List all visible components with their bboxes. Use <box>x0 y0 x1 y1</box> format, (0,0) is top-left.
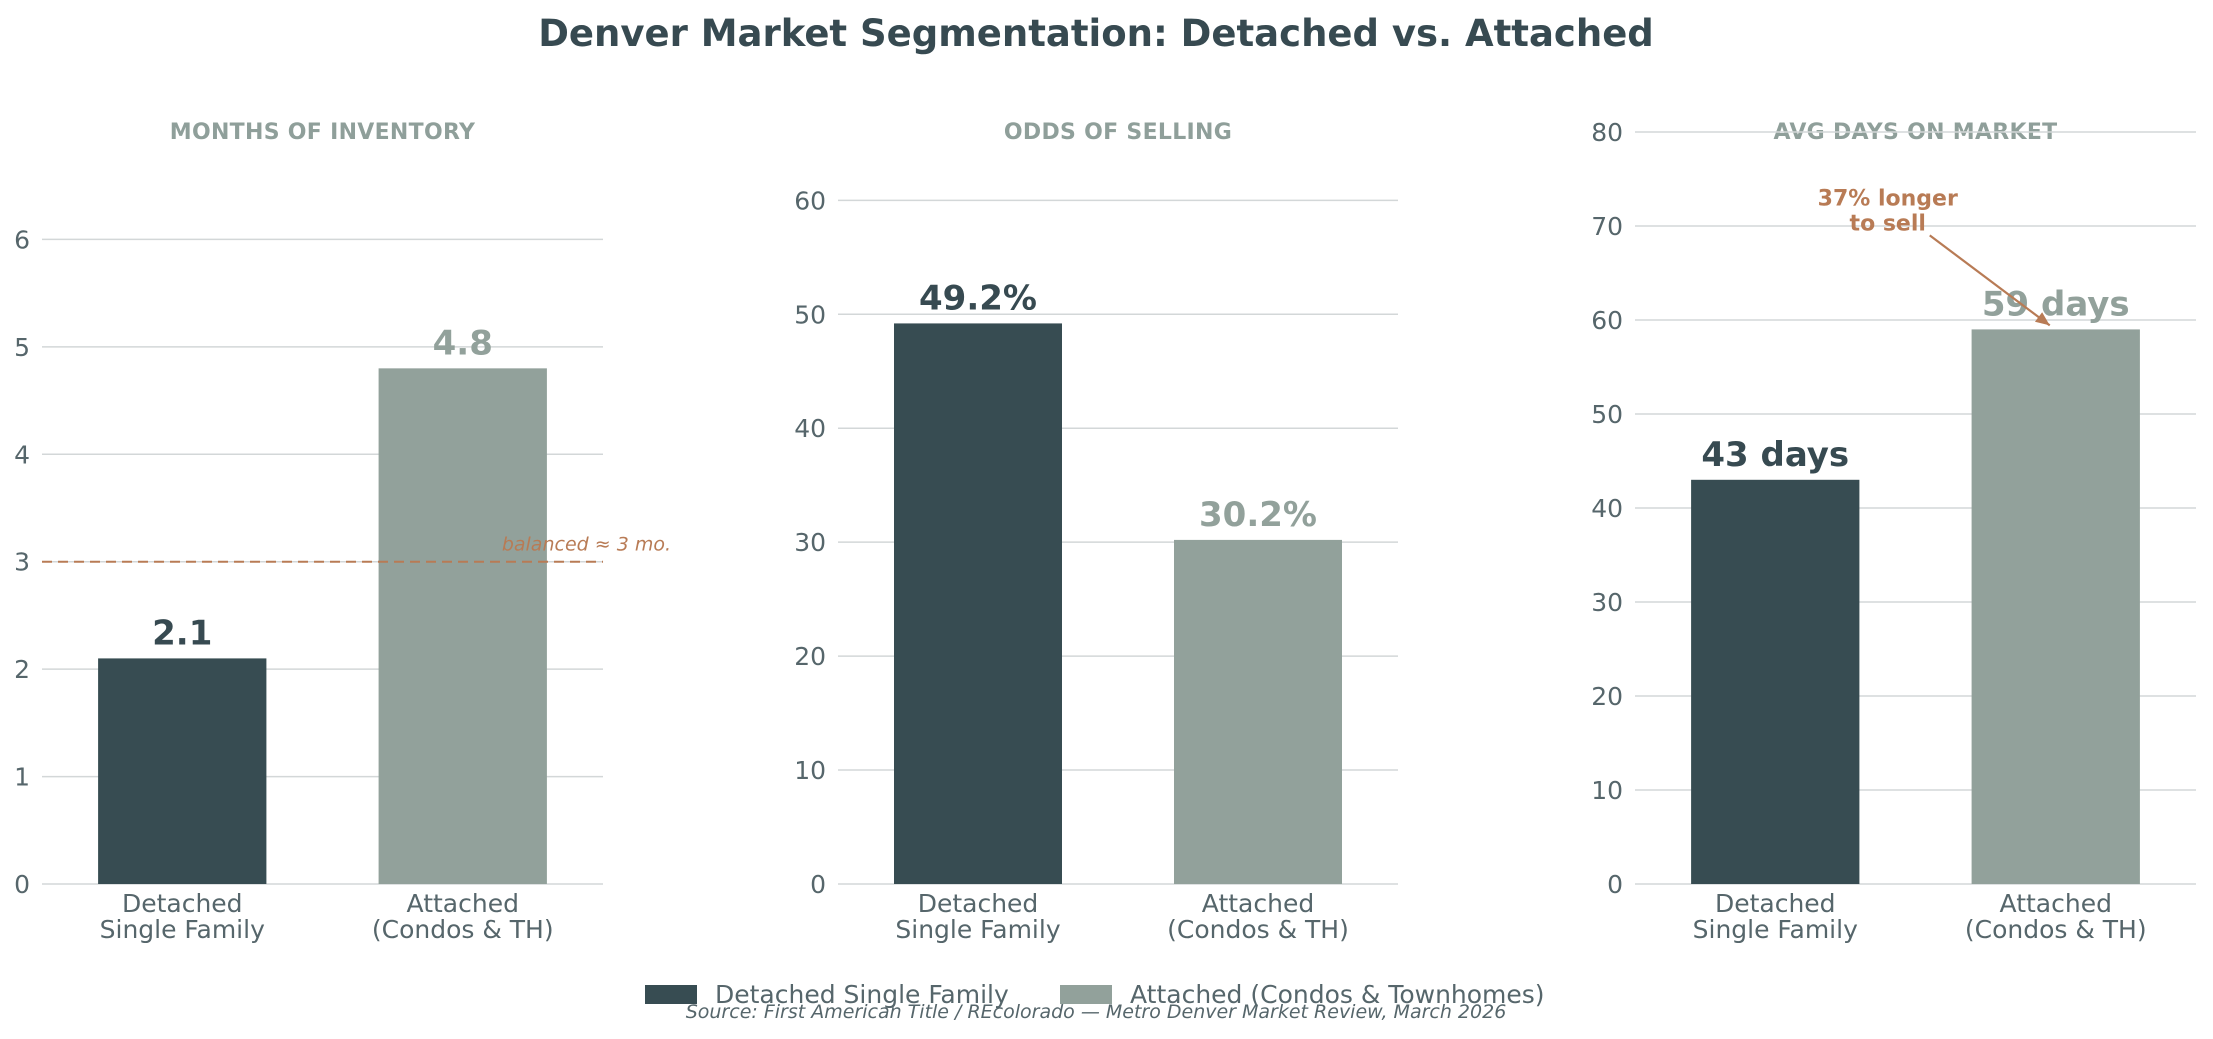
panel-odds-of-selling: ODDS OF SELLING 0 10 20 30 40 50 60 49.2% Detache… <box>794 120 1398 944</box>
category-label: Detached Single Family <box>895 889 1060 944</box>
figure-title: Denver Market Segmentation: Detached vs.… <box>538 12 1654 55</box>
category-label: Attached (Condos & TH) <box>1965 889 2147 944</box>
y-tick-label: 4 <box>14 440 30 469</box>
y-tick-label: 0 <box>810 870 826 899</box>
y-tick-label: 1 <box>14 763 30 792</box>
y-tick-label: 60 <box>794 186 826 215</box>
y-tick-label: 50 <box>794 300 826 329</box>
bar <box>98 658 267 884</box>
value-label: 4.8 <box>433 323 493 363</box>
annotation-arrowhead <box>2034 312 2050 326</box>
legend-swatch-detached <box>645 985 697 1004</box>
bar <box>1691 479 1860 884</box>
category-label: Detached Single Family <box>100 889 265 944</box>
legend-label-detached: Detached Single Family <box>715 980 1009 1009</box>
panel-title: ODDS OF SELLING <box>1004 120 1232 145</box>
value-label: 43 days <box>1701 435 1849 475</box>
y-tick-label: 10 <box>1591 776 1623 805</box>
y-tick-label: 30 <box>1591 588 1623 617</box>
y-tick-label: 50 <box>1591 400 1623 429</box>
bar <box>1174 539 1342 884</box>
y-tick-label: 2 <box>14 655 30 684</box>
y-tick-label: 30 <box>794 528 826 557</box>
legend-swatch-attached <box>1060 985 1112 1004</box>
category-label: Attached (Condos & TH) <box>1167 889 1349 944</box>
value-label: 49.2% <box>919 278 1037 318</box>
y-tick-label: 70 <box>1591 212 1623 241</box>
panel-months-of-inventory: MONTHS OF INVENTORY 0 1 2 3 4 5 6 2.1 Detached Sin… <box>14 120 671 944</box>
y-tick-label: 10 <box>794 756 826 785</box>
category-label: Attached (Condos & TH) <box>372 889 554 944</box>
annotation-arrow <box>1929 234 2051 327</box>
y-tick-label: 0 <box>14 870 30 899</box>
value-label: 30.2% <box>1199 495 1317 535</box>
y-tick-label: 20 <box>1591 682 1623 711</box>
reference-line-label: balanced ≈ 3 mo. <box>502 534 671 556</box>
y-tick-label: 3 <box>14 548 30 577</box>
bar <box>894 323 1062 884</box>
y-tick-label: 20 <box>794 642 826 671</box>
y-tick-label: 5 <box>14 333 30 362</box>
value-label: 2.1 <box>152 613 212 653</box>
source-note: Source: First American Title / REcolorad… <box>686 1001 1507 1023</box>
legend: Detached Single Family Attached (Condos … <box>645 980 1545 1009</box>
category-label: Detached Single Family <box>1693 889 1858 944</box>
y-tick-label: 6 <box>14 225 30 254</box>
legend-label-attached: Attached (Condos & Townhomes) <box>1130 980 1545 1009</box>
annotation-text: 37% longer to sell <box>1818 186 1958 236</box>
panel-title: MONTHS OF INVENTORY <box>170 120 476 145</box>
bar <box>378 368 547 884</box>
y-tick-label: 80 <box>1591 118 1623 147</box>
y-tick-label: 60 <box>1591 306 1623 335</box>
y-tick-label: 40 <box>794 414 826 443</box>
y-tick-label: 40 <box>1591 494 1623 523</box>
value-label: 59 days <box>1982 284 2130 324</box>
y-tick-label: 0 <box>1607 870 1623 899</box>
bar <box>1971 329 2140 884</box>
